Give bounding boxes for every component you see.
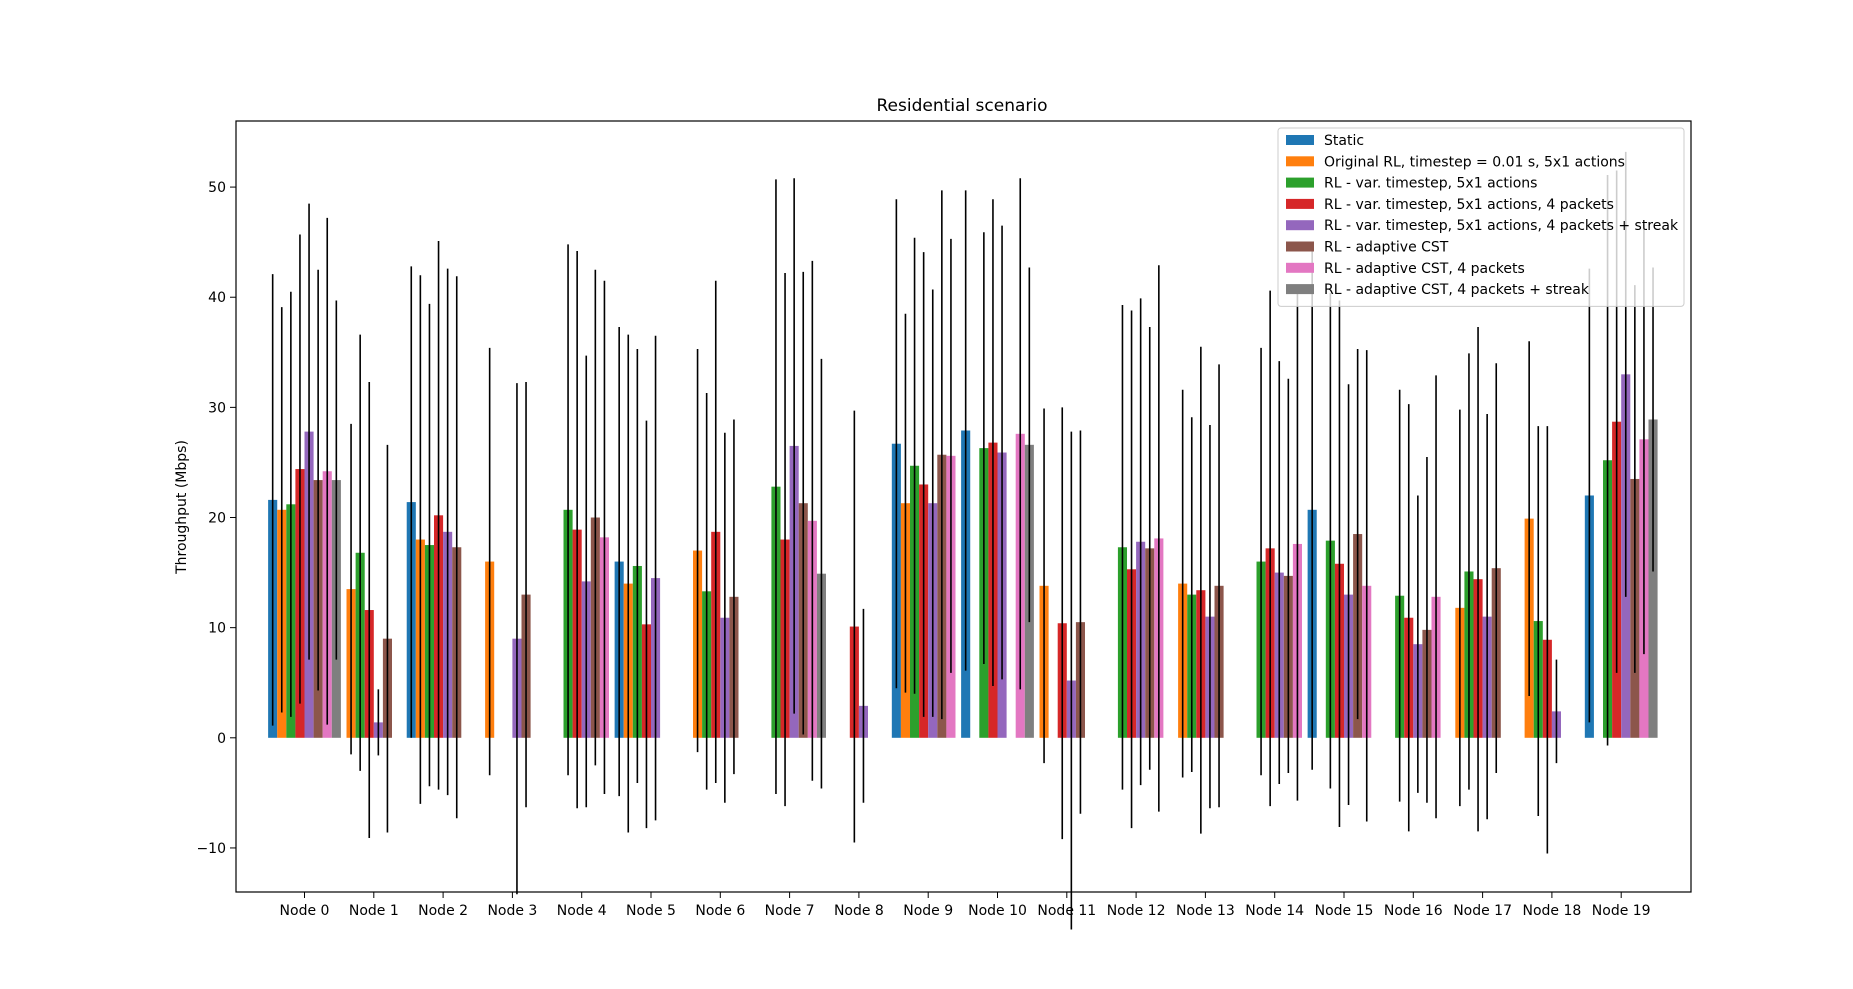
x-tick-label: Node 18: [1522, 903, 1581, 919]
y-axis-label: Throughput (Mbps): [174, 440, 190, 575]
legend-label: RL - adaptive CST, 4 packets: [1324, 261, 1525, 277]
x-tick-label: Node 15: [1315, 903, 1374, 919]
legend-swatch: [1286, 156, 1314, 167]
x-tick-label: Node 8: [834, 903, 884, 919]
legend-box: [1277, 127, 1685, 307]
x-tick-label: Node 5: [626, 903, 676, 919]
legend-swatch: [1286, 262, 1314, 273]
y-tick-label: −10: [196, 841, 226, 857]
x-tick-label: Node 7: [765, 903, 815, 919]
x-tick-label: Node 9: [903, 903, 953, 919]
x-tick-label: Node 19: [1592, 903, 1651, 919]
legend-label: RL - var. timestep, 5x1 actions, 4 packe…: [1324, 197, 1614, 213]
legend-label: RL - adaptive CST: [1324, 240, 1449, 256]
x-tick-label: Node 17: [1453, 903, 1512, 919]
bars-layer: [268, 374, 1658, 738]
legend-swatch: [1286, 135, 1314, 145]
legend-label: Static: [1324, 133, 1364, 149]
y-tick-label: 0: [217, 731, 226, 747]
x-axis-ticks: Node 0 Node 1 Node 2 Node 3 Node 4 Node 5 Node…: [280, 892, 1651, 919]
y-tick-label: 50: [208, 180, 226, 196]
legend-swatch: [1286, 220, 1314, 231]
legend-swatch: [1286, 284, 1314, 295]
legend-label: RL - var. timestep, 5x1 actions: [1324, 176, 1537, 192]
y-tick-label: 40: [208, 290, 226, 306]
x-tick-label: Node 1: [349, 903, 399, 919]
y-tick-label: 30: [208, 400, 226, 416]
y-tick-label: 10: [208, 621, 226, 637]
plot-frame: [235, 120, 1692, 893]
legend-label: RL - adaptive CST, 4 packets + streak: [1324, 282, 1590, 298]
x-tick-label: Node 0: [280, 903, 330, 919]
x-tick-label: Node 4: [557, 903, 607, 919]
legend-label: Original RL, timestep = 0.01 s, 5x1 acti…: [1324, 154, 1625, 170]
y-tick-label: 20: [208, 511, 226, 527]
y-axis-ticks: −10 0 10 20 30 40 50: [196, 180, 236, 857]
legend-swatch: [1286, 241, 1314, 252]
x-tick-label: Node 6: [695, 903, 745, 919]
chart-title: Residential scenario: [876, 96, 1047, 116]
x-tick-label: Node 12: [1107, 903, 1166, 919]
legend-swatch: [1286, 177, 1314, 188]
legend-label: RL - var. timestep, 5x1 actions, 4 packe…: [1324, 218, 1679, 234]
x-tick-label: Node 11: [1037, 903, 1096, 919]
bar: [1648, 419, 1658, 738]
legend-swatch: [1286, 198, 1314, 209]
error-bars-layer: [271, 151, 1654, 930]
x-tick-label: Node 3: [487, 903, 537, 919]
x-tick-label: Node 16: [1384, 903, 1443, 919]
legend: Static Original RL, timestep = 0.01 s, 5x…: [1277, 127, 1685, 307]
x-tick-label: Node 10: [968, 903, 1027, 919]
x-tick-label: Node 14: [1245, 903, 1304, 919]
x-tick-label: Node 13: [1176, 903, 1235, 919]
x-tick-label: Node 2: [418, 903, 468, 919]
